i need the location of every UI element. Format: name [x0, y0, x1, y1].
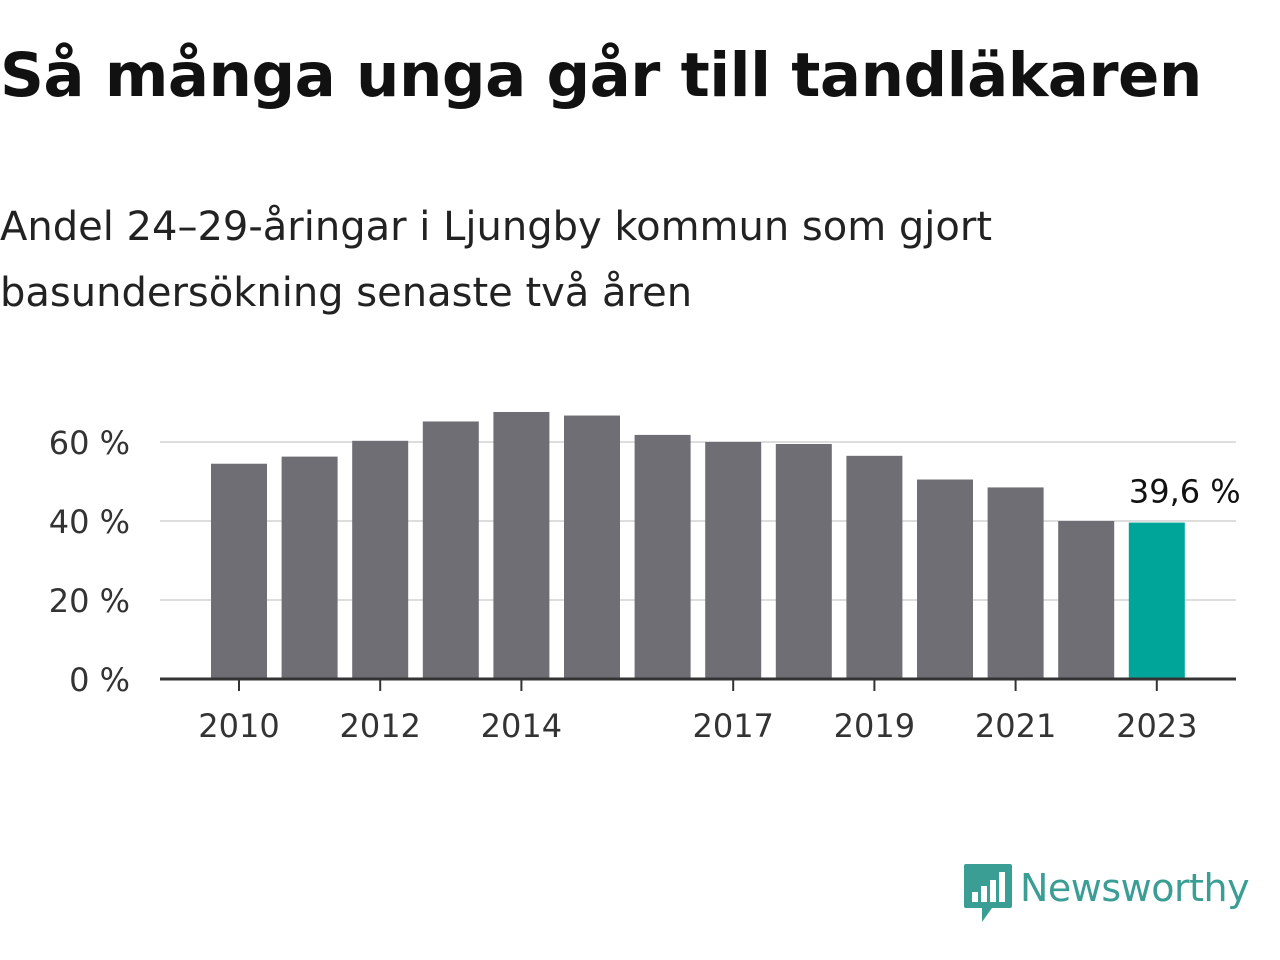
- bar-2018: [775, 443, 832, 679]
- bar-2020: [917, 479, 973, 679]
- y-tick-label: 20 %: [49, 582, 130, 620]
- x-tick-label: 2017: [692, 707, 773, 745]
- bar-2016: [634, 434, 691, 679]
- bar-2015: [564, 415, 620, 679]
- y-tick-label: 0 %: [69, 661, 130, 699]
- bar-chart: 0 % 20 % 40 % 60 % 2010 2012 2014 2017 2019 2021 2…: [49, 411, 1241, 745]
- bar-2019: [846, 455, 903, 679]
- chart-title: Så många unga går till tandläkaren: [0, 40, 1202, 111]
- bar-2012: [352, 440, 409, 679]
- bar-2017: [705, 442, 762, 679]
- bar-chart-speech-bubble-icon: [964, 864, 1012, 922]
- chart-subtitle: Andel 24–29-åringar i Ljungby kommun som…: [0, 204, 993, 316]
- bar-2022: [1058, 521, 1115, 679]
- x-tick-label: 2019: [834, 707, 915, 745]
- x-tick-label: 2010: [198, 707, 279, 745]
- value-annotation: 39,6 %: [1129, 473, 1241, 511]
- bar-2023: [1128, 522, 1185, 679]
- bar-2010: [211, 463, 267, 679]
- newsworthy-logo: Newsworthy: [962, 862, 1250, 926]
- bar-2011: [281, 456, 338, 679]
- x-tick-label: 2012: [339, 707, 420, 745]
- bar-2014: [493, 411, 550, 679]
- x-tick-label: 2021: [975, 707, 1056, 745]
- bar-2021: [987, 487, 1044, 679]
- brand-name: Newsworthy: [1020, 866, 1250, 910]
- y-tick-label: 40 %: [49, 503, 130, 541]
- bar-2013: [422, 421, 479, 679]
- x-tick-label: 2023: [1116, 707, 1197, 745]
- x-tick-label: 2014: [481, 707, 562, 745]
- y-tick-label: 60 %: [49, 424, 130, 462]
